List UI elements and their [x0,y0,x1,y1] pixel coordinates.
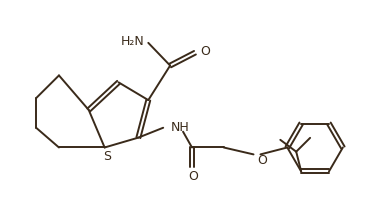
Text: H₂N: H₂N [121,35,144,48]
Text: S: S [104,150,112,163]
Text: O: O [257,154,267,167]
Text: O: O [200,45,210,58]
Text: O: O [188,170,198,183]
Text: NH: NH [171,121,190,134]
